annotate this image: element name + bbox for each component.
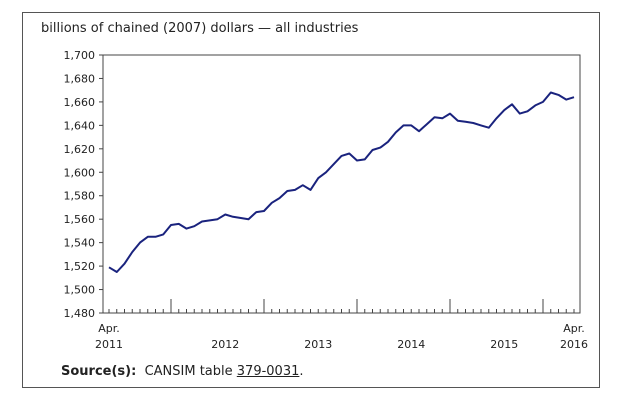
source-text: CANSIM table: [144, 364, 233, 379]
y-tick-label: 1,480: [64, 307, 96, 320]
series-line: [108, 91, 575, 273]
y-tick-label: 1,640: [64, 119, 96, 132]
y-tick-label: 1,560: [64, 213, 96, 226]
x-tick-label-year: 2011: [95, 338, 123, 351]
x-tick-label-year: 2016: [560, 338, 588, 351]
x-tick-label-year: 2015: [490, 338, 518, 351]
y-axis-title: billions of chained (2007) dollars — all…: [41, 21, 359, 36]
y-tick-label: 1,600: [64, 166, 96, 179]
y-tick-label: 1,620: [64, 143, 96, 156]
line-chart: 1,480 1,500 1,520 1,540 1,560 1,580 1,600 1,620…: [64, 49, 589, 351]
x-tick-label-year: 2013: [304, 338, 332, 351]
source-note: Source(s): CANSIM table 379-0031.: [61, 364, 304, 379]
y-tick-label: 1,500: [64, 284, 96, 297]
plot-frame: [102, 54, 581, 314]
y-tick-label: 1,660: [64, 96, 96, 109]
x-tick-label-year: 2014: [397, 338, 425, 351]
y-tick-label: 1,680: [64, 72, 96, 85]
y-tick-label: 1,580: [64, 190, 96, 203]
source-end: .: [299, 364, 304, 379]
chart-figure: billions of chained (2007) dollars — all…: [22, 12, 600, 388]
source-link[interactable]: 379-0031: [236, 364, 300, 379]
x-tick-label-month: Apr.: [98, 322, 120, 335]
y-tick-label: 1,540: [64, 237, 96, 250]
x-tick-label-year: 2012: [211, 338, 239, 351]
x-tick-label-month: Apr.: [563, 322, 585, 335]
source-label: Source(s):: [61, 364, 137, 379]
y-tick-label: 1,520: [64, 260, 96, 273]
y-tick-label: 1,700: [64, 49, 96, 62]
